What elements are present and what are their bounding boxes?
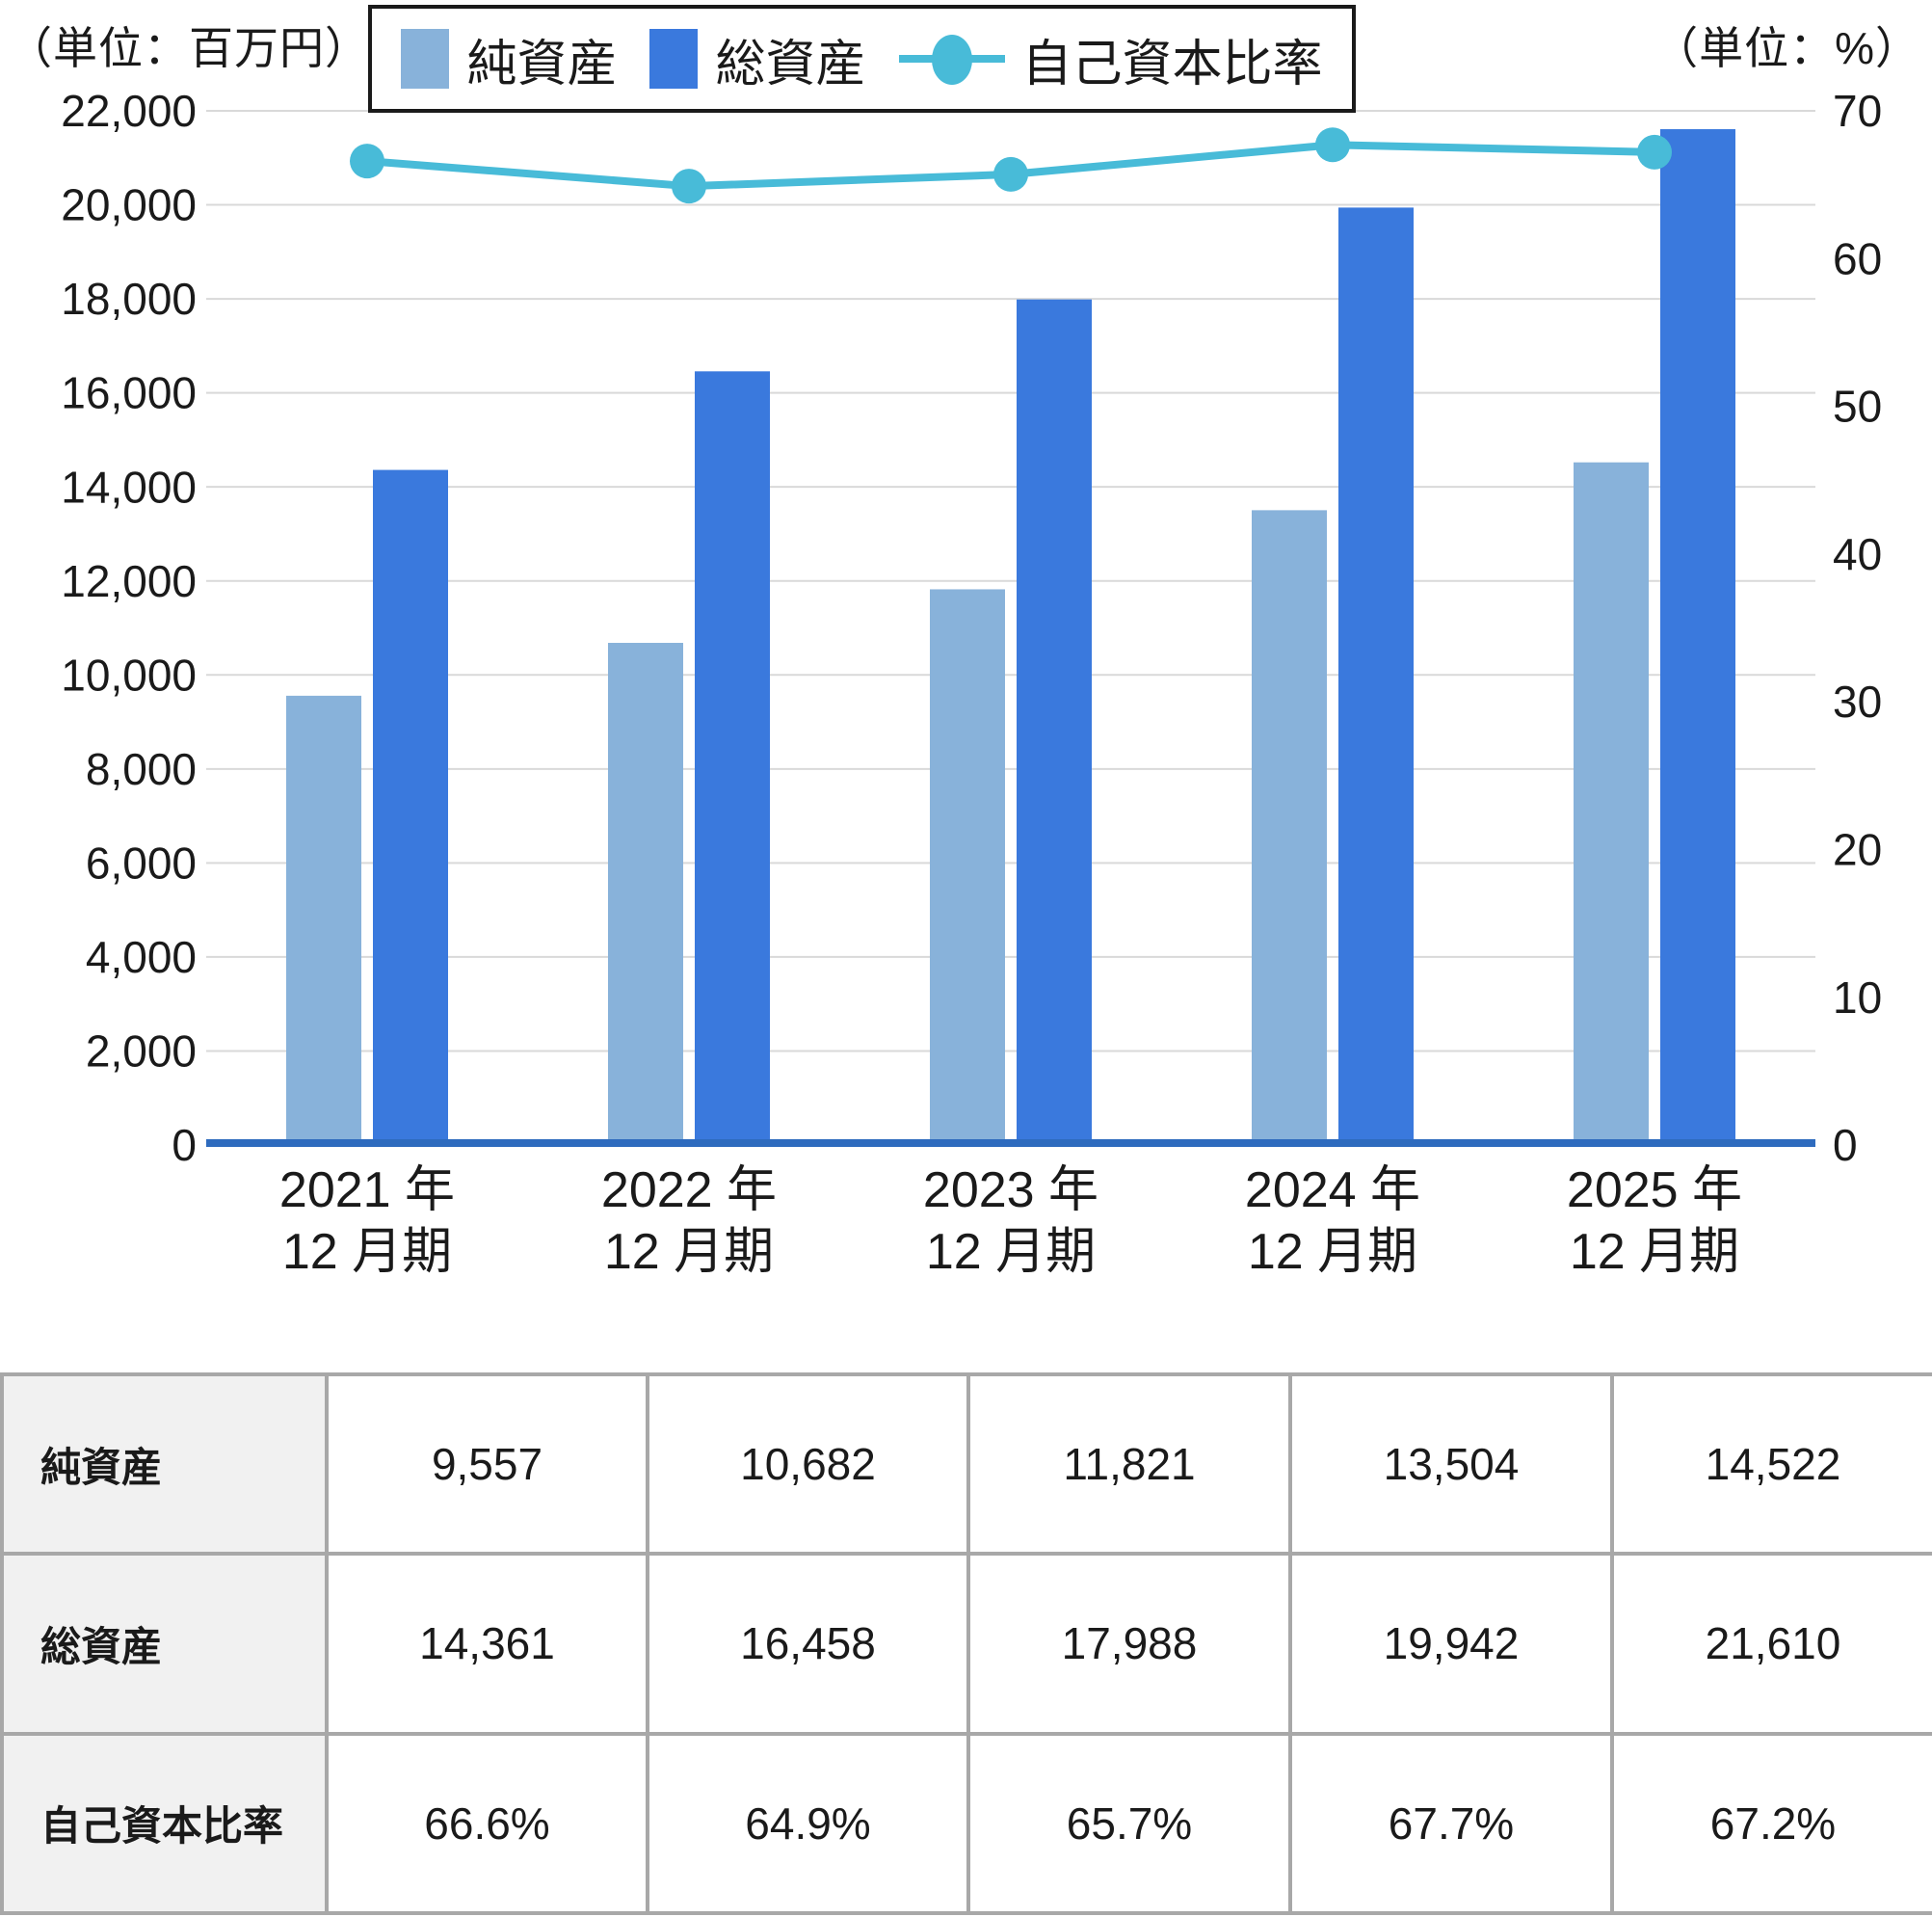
- table-cell: 10,682: [646, 1371, 970, 1557]
- x-axis-category-label: 2024 年: [1245, 1162, 1420, 1218]
- left-axis-tick-label: 8,000: [86, 744, 197, 794]
- legend-label-equity-ratio: 自己資本比率: [1021, 36, 1323, 93]
- x-axis-category-label: 12 月期: [604, 1224, 774, 1280]
- table-cell: 13,504: [1288, 1371, 1614, 1557]
- right-axis-tick-label: 30: [1833, 677, 1882, 727]
- equity-ratio-point-2022 年: [672, 169, 706, 204]
- net-assets-bar-2021 年: [286, 695, 361, 1145]
- right-axis-tick-label: 50: [1833, 382, 1882, 432]
- equity-ratio-line-marker-icon: [898, 29, 1005, 89]
- right-axis-tick-label: 60: [1833, 233, 1882, 283]
- table-cell: 17,988: [966, 1552, 1292, 1736]
- total-assets-bar-2023 年: [1017, 299, 1092, 1146]
- right-axis-tick-label: 40: [1833, 529, 1882, 579]
- table-row: 総資産 14,361 16,458 17,988 19,942 21,610: [0, 1552, 1932, 1736]
- x-axis-category-label: 12 月期: [926, 1224, 1096, 1280]
- table-cell: 14,361: [325, 1552, 649, 1736]
- table-cell: 16,458: [646, 1552, 970, 1736]
- x-axis-category-label: 2023 年: [923, 1162, 1098, 1218]
- table-cell: 65.7%: [966, 1731, 1292, 1916]
- equity-ratio-point-2021 年: [350, 144, 384, 179]
- table-cell: 66.6%: [325, 1731, 649, 1916]
- right-axis-tick-label: 20: [1833, 825, 1882, 875]
- x-axis-line: [206, 1139, 1815, 1147]
- equity-ratio-point-2024 年: [1315, 127, 1350, 163]
- table-cell: 67.7%: [1288, 1731, 1614, 1916]
- row-header: 純資産: [0, 1371, 329, 1557]
- net-assets-bar-2024 年: [1252, 510, 1327, 1145]
- left-axis-tick-label: 4,000: [86, 932, 197, 982]
- x-axis-category-label: 12 月期: [282, 1224, 452, 1280]
- table-row: 自己資本比率 66.6% 64.9% 65.7% 67.7% 67.2%: [0, 1731, 1932, 1916]
- right-axis-tick-label: 70: [1833, 86, 1882, 136]
- net-assets-bar-2022 年: [608, 643, 683, 1145]
- x-axis-category-label: 2021 年: [279, 1162, 455, 1218]
- x-axis-category-label: 2022 年: [601, 1162, 777, 1218]
- legend-label-net-assets: 純資産: [466, 36, 618, 93]
- table-cell: 64.9%: [646, 1731, 970, 1916]
- left-axis-tick-label: 14,000: [61, 462, 197, 512]
- x-axis-category-label: 2025 年: [1567, 1162, 1742, 1218]
- net-assets-swatch: [401, 29, 450, 89]
- left-axis-tick-label: 0: [172, 1120, 197, 1170]
- left-axis-tick-label: 22,000: [61, 86, 197, 136]
- left-axis-tick-label: 20,000: [61, 180, 197, 230]
- total-assets-bar-2021 年: [373, 469, 448, 1146]
- right-axis-unit-label: （単位：%）: [1654, 23, 1920, 73]
- right-axis-tick-label: 0: [1833, 1120, 1858, 1170]
- left-axis-tick-label: 10,000: [61, 650, 197, 700]
- table-cell: 14,522: [1610, 1371, 1932, 1557]
- equity-ratio-point-2023 年: [993, 156, 1028, 192]
- left-axis-tick-label: 2,000: [86, 1026, 197, 1077]
- net-assets-bar-2025 年: [1574, 462, 1649, 1146]
- total-assets-swatch: [649, 29, 699, 89]
- left-axis-tick-label: 12,000: [61, 556, 197, 606]
- equity-ratio-point-2025 年: [1637, 134, 1672, 170]
- financial-data-table: 純資産 9,557 10,682 11,821 13,504 14,522 総資産 14,36…: [0, 1371, 1932, 1916]
- table-cell: 21,610: [1610, 1552, 1932, 1736]
- table-row: 純資産 9,557 10,682 11,821 13,504 14,522: [0, 1371, 1932, 1557]
- row-header: 総資産: [0, 1552, 329, 1736]
- left-axis-tick-label: 16,000: [61, 368, 197, 418]
- row-header: 自己資本比率: [0, 1731, 329, 1916]
- table-cell: 19,942: [1288, 1552, 1614, 1736]
- left-axis-tick-label: 18,000: [61, 274, 197, 324]
- chart-legend: 純資産 総資産 自己資本比率: [368, 5, 1356, 113]
- table-cell: 11,821: [966, 1371, 1292, 1557]
- left-axis-tick-label: 6,000: [86, 838, 197, 888]
- net-assets-bar-2023 年: [930, 589, 1005, 1145]
- left-axis-unit-label: （単位：百万円）: [8, 23, 370, 73]
- bar-line-chart: 0 2,000 4,000 6,000 8,000 10,000 12,000 14,000 1…: [61, 86, 1882, 1280]
- legend-item-net-assets: 純資産: [401, 23, 617, 95]
- x-axis-category-label: 12 月期: [1248, 1224, 1417, 1280]
- total-assets-bar-2024 年: [1338, 207, 1414, 1145]
- legend-label-total-assets: 総資産: [715, 36, 866, 93]
- table-cell: 67.2%: [1610, 1731, 1932, 1916]
- legend-item-equity-ratio: 自己資本比率: [898, 23, 1323, 95]
- right-axis-tick-label: 10: [1833, 972, 1882, 1023]
- legend-item-total-assets: 総資産: [649, 23, 866, 95]
- total-assets-bar-2025 年: [1660, 129, 1735, 1145]
- total-assets-bar-2022 年: [695, 371, 770, 1145]
- table-cell: 9,557: [325, 1371, 649, 1557]
- x-axis-category-label: 12 月期: [1570, 1224, 1739, 1280]
